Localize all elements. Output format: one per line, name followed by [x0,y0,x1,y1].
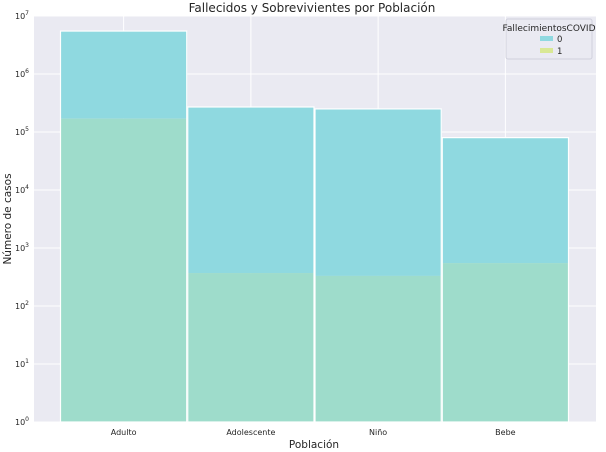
x-tick-label-0: Adulto [111,428,137,437]
y-axis-label: Número de casos [2,173,14,264]
x-axis-label: Población [289,439,339,451]
bar-outline-0 [59,30,188,423]
bar-outline-2 [314,108,442,423]
legend-title: FallecimientosCOVID [502,24,595,34]
bar-s0-1 [187,106,315,274]
x-tick-label-3: Bebe [495,428,515,437]
bar-overlap-3 [441,263,569,422]
y-tick-label-2: 102 [15,300,29,311]
legend: FallecimientosCOVID 0 1 [502,18,596,60]
bar-s0-0 [60,31,188,119]
bar-overlap-0 [60,118,188,422]
x-tick-label-1: Adolescente [226,428,275,437]
y-tick-label-5: 105 [15,126,29,137]
bar-outline-3 [441,137,570,423]
y-tick-label-0: 100 [15,416,29,427]
chart-title: Fallecidos y Sobrevivientes por Població… [189,1,436,15]
y-tick-label-6: 106 [15,68,29,79]
bar-outline-1 [187,106,315,423]
legend-label-0: 0 [557,35,562,45]
y-axis-ticks: 100 101 102 103 104 105 106 107 [15,10,29,427]
y-tick-label-3: 103 [15,242,29,253]
y-tick-label-4: 104 [15,184,29,195]
y-tick-label-1: 101 [15,358,29,369]
bars [59,30,570,423]
bar-overlap-1 [187,273,315,422]
bar-overlap-2 [314,275,442,422]
x-axis-ticks: Adulto Adolescente Niño Bebe [111,428,516,437]
legend-swatch-1 [540,48,553,53]
legend-label-1: 1 [557,47,562,57]
x-tick-label-2: Niño [369,428,387,437]
bar-s0-2 [314,108,442,276]
y-tick-label-7: 107 [15,10,29,21]
bar-s0-3 [441,137,569,264]
legend-swatch-0 [540,36,553,41]
